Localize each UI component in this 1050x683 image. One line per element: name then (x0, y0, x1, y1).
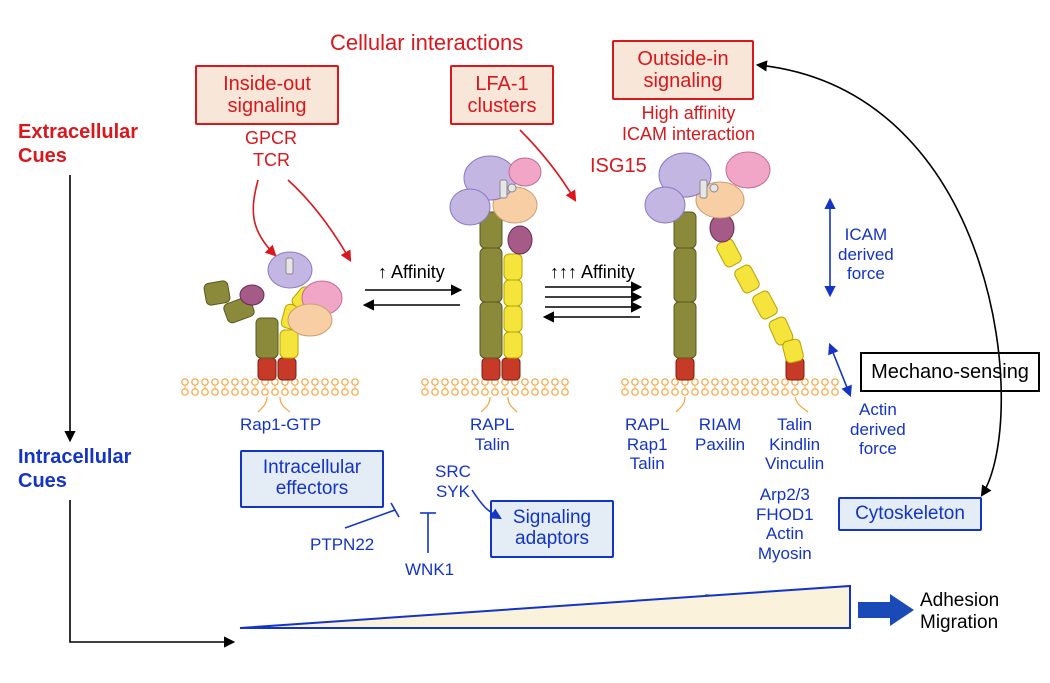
membrane-seg-2 (420, 378, 570, 396)
big-arrow-outcome (858, 594, 914, 626)
arc-mechano-sensing (758, 65, 1001, 495)
arrow-gpcr-to-bent (253, 180, 275, 255)
affinity-wedge (240, 586, 850, 628)
integrin-extended-open (645, 152, 808, 412)
membrane-seg-3 (620, 378, 840, 396)
membrane-seg-1 (180, 378, 360, 396)
arrow-tcr-to-extclosed (288, 180, 350, 260)
inhibition-group (345, 503, 436, 553)
arrow-src-to-adaptors (472, 490, 500, 518)
arrow-intra-to-wedge (70, 500, 233, 642)
integrin-extended-closed (450, 156, 541, 412)
diagram-canvas: Cellular interactions Extracellular Cues… (0, 0, 1050, 683)
svg-layer (0, 0, 1050, 683)
